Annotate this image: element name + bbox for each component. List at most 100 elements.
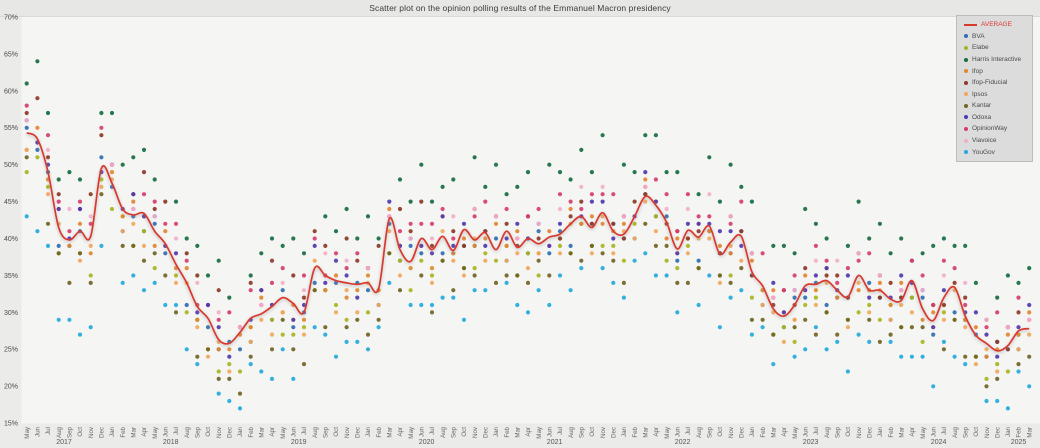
data-point xyxy=(1016,347,1021,352)
data-point xyxy=(216,288,221,293)
legend-item-average[interactable]: AVERAGE xyxy=(964,19,1030,30)
data-point xyxy=(856,199,861,204)
data-point xyxy=(451,229,456,234)
data-point xyxy=(269,347,275,352)
legend-item-yougov[interactable]: YouGov xyxy=(964,147,1030,158)
data-point xyxy=(888,251,893,256)
data-point xyxy=(408,236,413,241)
data-point xyxy=(451,214,456,219)
data-point xyxy=(867,280,872,285)
data-point xyxy=(845,266,851,271)
data-point xyxy=(515,273,520,278)
legend-item-elabe[interactable]: Elabe xyxy=(964,42,1030,53)
series-dot-swatch xyxy=(964,138,968,143)
data-point xyxy=(664,206,669,212)
legend-item-viavoice[interactable]: Viavoice xyxy=(964,135,1030,146)
data-point xyxy=(365,273,371,278)
data-point xyxy=(664,258,669,263)
legend-item-ifop[interactable]: Ifop xyxy=(964,66,1030,77)
data-point xyxy=(472,155,477,160)
data-point xyxy=(941,347,947,352)
data-point xyxy=(899,236,904,241)
data-point xyxy=(77,258,83,263)
data-point xyxy=(301,325,307,330)
data-point xyxy=(24,214,29,219)
x-tick-label: Sep xyxy=(67,426,74,438)
data-point xyxy=(312,280,317,285)
series-dot-swatch xyxy=(964,103,968,108)
x-tick-label: Mar xyxy=(898,427,905,438)
data-point xyxy=(440,251,445,256)
data-point xyxy=(237,391,243,396)
data-point xyxy=(88,273,93,278)
legend-item-odoxa[interactable]: Odoxa xyxy=(964,112,1030,123)
data-point xyxy=(867,295,872,300)
data-point xyxy=(291,317,296,322)
data-point xyxy=(941,288,947,293)
data-point xyxy=(472,273,477,278)
data-point xyxy=(973,362,979,367)
x-tick-label: Nov xyxy=(216,426,223,438)
data-point xyxy=(792,251,797,256)
legend-item-ifop-fiducial[interactable]: Ifop-Fiducial xyxy=(964,77,1030,88)
data-point xyxy=(899,325,904,330)
data-point xyxy=(152,266,157,271)
data-point xyxy=(365,214,371,219)
average-line-swatch xyxy=(964,23,977,26)
x-tick-label: Sep xyxy=(707,426,714,438)
legend-item-harris-interactive[interactable]: Harris Interactive xyxy=(964,54,1030,65)
data-point xyxy=(504,206,509,212)
data-point xyxy=(685,243,691,248)
data-point xyxy=(728,162,733,167)
data-point xyxy=(685,206,691,212)
data-point xyxy=(557,236,563,241)
data-point xyxy=(803,266,808,271)
data-point xyxy=(813,295,819,300)
x-tick-label: Mar xyxy=(131,427,138,438)
data-point xyxy=(803,317,808,322)
data-point xyxy=(248,339,253,344)
data-point xyxy=(387,229,392,234)
data-point xyxy=(323,214,328,219)
x-tick-label: Jul xyxy=(813,427,820,435)
data-point xyxy=(600,192,605,197)
data-point xyxy=(856,280,861,285)
series-dot-swatch xyxy=(964,69,968,74)
y-tick-label: 15% xyxy=(4,421,18,428)
data-point xyxy=(152,251,157,256)
data-point xyxy=(931,384,936,389)
data-point xyxy=(995,354,1000,359)
data-point xyxy=(845,243,851,248)
data-point xyxy=(888,280,893,285)
data-point xyxy=(941,273,947,278)
data-point xyxy=(803,347,808,352)
data-point xyxy=(323,280,328,285)
legend-item-bva[interactable]: BVA xyxy=(964,31,1030,42)
x-tick-label: Jun xyxy=(35,426,42,437)
data-point xyxy=(973,280,979,285)
data-point xyxy=(141,243,147,248)
data-point xyxy=(269,332,275,337)
data-point xyxy=(429,280,435,285)
x-tick-label: Nov xyxy=(88,426,95,438)
data-point xyxy=(365,347,371,352)
data-point xyxy=(483,236,488,241)
data-point xyxy=(344,339,349,344)
data-point xyxy=(141,170,147,175)
data-point xyxy=(355,295,360,300)
data-point xyxy=(963,362,968,367)
x-tick-label: Mar xyxy=(771,427,778,438)
data-point xyxy=(419,243,424,248)
data-point xyxy=(824,258,829,263)
data-point xyxy=(301,362,307,367)
data-point xyxy=(333,273,339,278)
data-point xyxy=(525,251,531,256)
legend-item-opinionway[interactable]: OpinionWay xyxy=(964,123,1030,134)
data-point xyxy=(845,273,851,278)
data-point xyxy=(24,155,29,160)
legend-item-ipsos[interactable]: Ipsos xyxy=(964,89,1030,100)
data-point xyxy=(557,221,563,226)
legend-item-kantar[interactable]: Kantar xyxy=(964,100,1030,111)
data-point xyxy=(312,229,317,234)
